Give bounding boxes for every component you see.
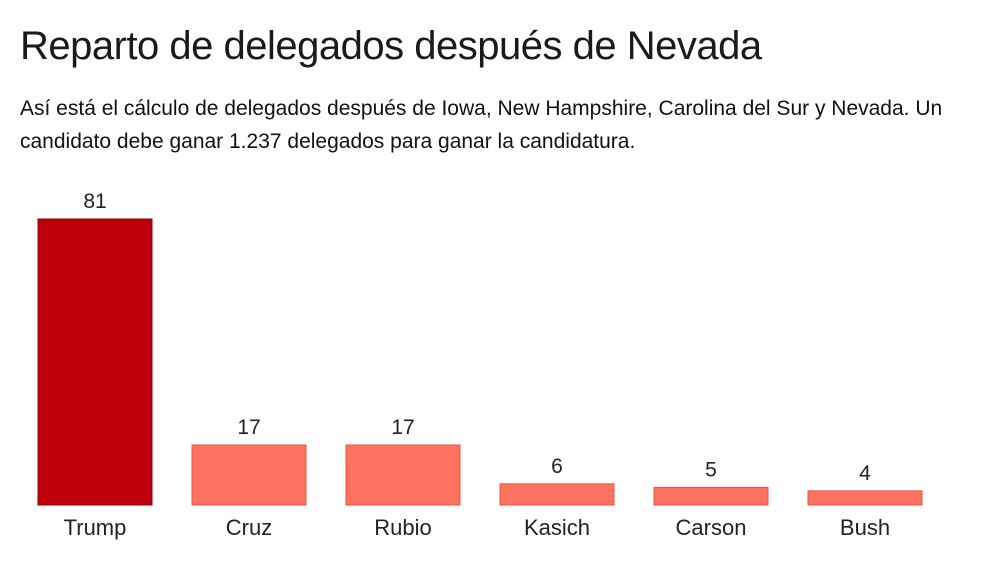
category-label-trump: Trump bbox=[64, 515, 127, 540]
bar-carson bbox=[653, 486, 769, 506]
category-label-rubio: Rubio bbox=[374, 515, 431, 540]
value-label-carson: 5 bbox=[705, 458, 717, 481]
bar-rubio bbox=[345, 444, 461, 506]
category-label-kasich: Kasich bbox=[524, 515, 590, 540]
value-label-cruz: 17 bbox=[237, 416, 260, 439]
category-label-bush: Bush bbox=[840, 515, 890, 540]
category-label-carson: Carson bbox=[676, 515, 747, 540]
value-label-bush: 4 bbox=[859, 462, 871, 485]
value-label-kasich: 6 bbox=[551, 455, 563, 478]
value-label-rubio: 17 bbox=[391, 416, 414, 439]
bar-cruz bbox=[191, 444, 307, 506]
chart-subtitle: Así está el cálculo de delegados después… bbox=[20, 97, 943, 153]
bar-trump bbox=[37, 218, 153, 506]
category-label-cruz: Cruz bbox=[226, 515, 272, 540]
bar-bush bbox=[807, 490, 923, 506]
chart-title: Reparto de delegados después de Nevada bbox=[20, 24, 762, 68]
value-label-trump: 81 bbox=[83, 190, 106, 213]
bar-kasich bbox=[499, 483, 615, 506]
